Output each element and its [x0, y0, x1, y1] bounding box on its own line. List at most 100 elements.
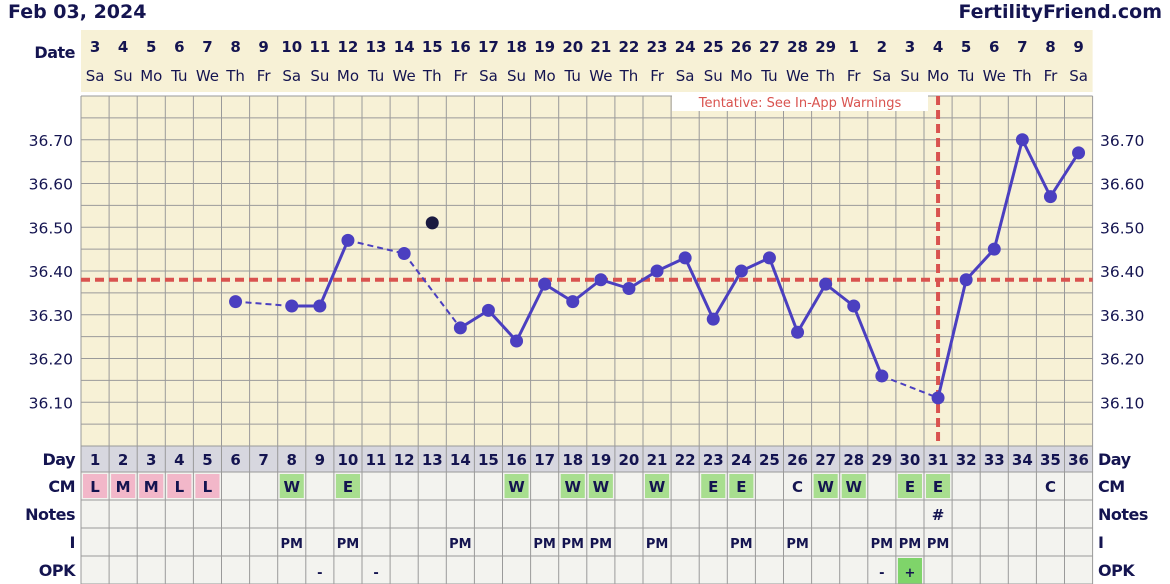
weekday-label: Mo — [140, 67, 162, 85]
y-tick-left: 36.30 — [29, 307, 73, 325]
i-row-label: I — [70, 533, 75, 552]
y-tick-right: 36.70 — [1100, 132, 1144, 150]
y-tick-right: 36.50 — [1100, 219, 1144, 237]
cycle-day-number: 3 — [146, 451, 156, 469]
date-number: 4 — [933, 38, 943, 56]
date-row-label: Date — [34, 43, 75, 62]
day-cell — [671, 446, 700, 472]
temp-point — [510, 334, 524, 348]
day-row-label-right: Day — [1098, 450, 1132, 469]
temp-point — [453, 321, 467, 335]
temp-point — [594, 273, 608, 287]
weekday-label: Th — [225, 67, 245, 85]
tentative-note-bg — [672, 93, 928, 111]
day-cell — [755, 446, 784, 472]
day-cell — [474, 446, 503, 472]
weekday-label: Tu — [564, 67, 581, 85]
day-cell — [586, 446, 615, 472]
weekday-label: We — [983, 67, 1006, 85]
cycle-day-number: 12 — [394, 451, 415, 469]
cm-cell — [841, 474, 866, 498]
cm-cell — [195, 474, 220, 498]
temp-point — [622, 282, 636, 295]
y-tick-right: 36.60 — [1100, 176, 1144, 194]
temp-point — [481, 303, 495, 317]
cycle-day-number: 36 — [1068, 451, 1089, 469]
day-cell — [895, 446, 924, 472]
cm-value: L — [90, 478, 100, 496]
weekday-label: Sa — [1069, 67, 1088, 85]
weekday-label: Mo — [337, 67, 359, 85]
temp-point — [229, 295, 243, 309]
cm-value: E — [933, 478, 943, 496]
cycle-day-number: 35 — [1040, 451, 1061, 469]
cycle-day-number: 8 — [287, 451, 297, 469]
cycle-day-number: 15 — [478, 451, 499, 469]
day-cell — [165, 446, 194, 472]
weekday-label: Fr — [847, 67, 862, 85]
opk-row-label: OPK — [39, 561, 76, 580]
y-tick-left: 36.50 — [29, 219, 73, 237]
cm-value: W — [564, 478, 581, 496]
day-cell — [867, 446, 896, 472]
intercourse-marker: PM — [730, 537, 752, 552]
cycle-day-number: 27 — [815, 451, 836, 469]
temp-point — [1043, 190, 1057, 204]
cycle-day-number: 17 — [534, 451, 555, 469]
cycle-day-number: 10 — [338, 451, 359, 469]
temp-segment — [403, 252, 462, 329]
y-tick-left: 36.10 — [29, 394, 73, 412]
cm-value: E — [708, 478, 718, 496]
temp-point — [1072, 146, 1086, 160]
y-tick-left: 36.40 — [29, 263, 73, 281]
temp-point — [285, 299, 299, 313]
cycle-day-number: 23 — [703, 451, 724, 469]
date-number: 5 — [146, 38, 156, 56]
temp-segment — [796, 283, 827, 334]
cm-value: L — [175, 478, 185, 496]
cm-value: E — [736, 478, 746, 496]
cm-value: W — [817, 478, 834, 496]
date-number: 3 — [905, 38, 915, 56]
temp-segment — [318, 239, 350, 307]
temp-point — [341, 233, 355, 247]
temp-segment — [768, 257, 799, 333]
cm-cell — [729, 474, 754, 498]
opk-result: - — [879, 566, 884, 581]
day-cell — [558, 446, 587, 472]
day-row-label: Day — [42, 450, 76, 469]
cycle-day-number: 30 — [900, 451, 921, 469]
cm-value: C — [792, 478, 803, 496]
cm-cell — [83, 474, 108, 498]
intercourse-marker: PM — [899, 537, 921, 552]
cm-row-label: CM — [48, 477, 75, 496]
date-number: 9 — [258, 38, 268, 56]
day-cell — [277, 446, 306, 472]
temp-segment — [1021, 139, 1052, 198]
day-cell — [305, 446, 334, 472]
date-number: 9 — [1073, 38, 1083, 56]
weekday-label: Th — [1012, 67, 1032, 85]
day-cell — [333, 446, 362, 472]
intercourse-marker: PM — [533, 537, 555, 552]
day-cell — [839, 446, 868, 472]
cycle-day-number: 19 — [590, 451, 611, 469]
weekday-label: Sa — [86, 67, 105, 85]
day-cell — [699, 446, 728, 472]
day-cell — [614, 446, 643, 472]
weekday-label: Sa — [872, 67, 891, 85]
weekday-label: We — [589, 67, 612, 85]
cm-value: L — [203, 478, 213, 496]
temp-segment — [683, 257, 715, 320]
cycle-day-number: 20 — [619, 451, 640, 469]
opk-result: - — [317, 566, 322, 581]
date-number: 12 — [338, 38, 359, 56]
cycle-day-number: 33 — [984, 451, 1005, 469]
cycle-day-number: 26 — [787, 451, 808, 469]
day-cell — [1008, 446, 1037, 472]
cm-cell — [504, 474, 529, 498]
weekday-label: Th — [422, 67, 442, 85]
day-cell — [952, 446, 981, 472]
temp-point — [734, 264, 748, 278]
y-tick-right: 36.40 — [1100, 263, 1144, 281]
